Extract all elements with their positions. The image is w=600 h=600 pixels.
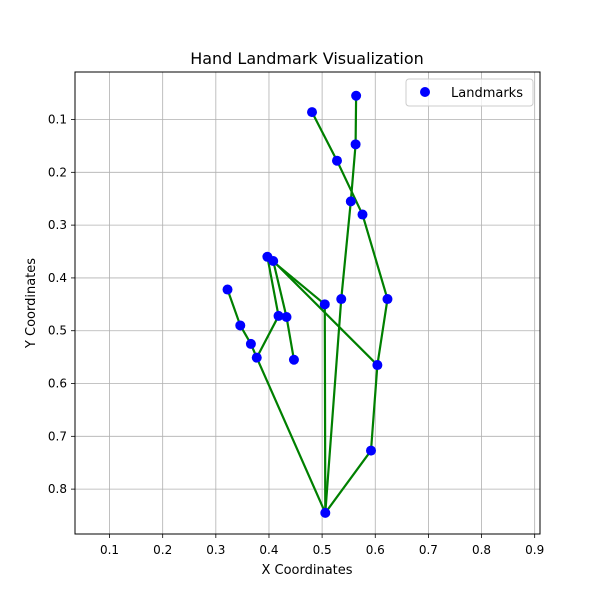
landmark-point <box>357 209 368 220</box>
y-tick-label: 0.2 <box>48 165 67 179</box>
x-tick-label: 0.6 <box>366 543 385 557</box>
connection-line <box>324 449 373 514</box>
landmark-point <box>235 320 246 331</box>
x-axis-label: X Coordinates <box>261 563 352 578</box>
landmark-point <box>372 360 383 371</box>
connection-line <box>272 259 288 319</box>
connection-line <box>266 255 280 318</box>
y-tick-label: 0.3 <box>48 218 67 232</box>
x-tick-label: 0.2 <box>153 543 172 557</box>
landmark-point <box>307 107 318 118</box>
connection-line <box>376 297 389 367</box>
landmark-point <box>268 256 279 267</box>
x-tick-label: 0.1 <box>100 543 119 557</box>
landmark-point <box>288 354 299 365</box>
landmark-points <box>222 90 393 518</box>
landmark-point <box>351 90 362 101</box>
x-tick-label: 0.5 <box>313 543 332 557</box>
connection-line <box>340 200 352 301</box>
y-axis-label: Y Coordinates <box>24 258 39 349</box>
x-tick-label: 0.8 <box>472 543 491 557</box>
y-tick-label: 0.7 <box>48 429 67 443</box>
connection-line <box>285 315 296 361</box>
x-tick-label: 0.9 <box>525 543 544 557</box>
x-tick-label: 0.3 <box>206 543 225 557</box>
legend-label: Landmarks <box>451 86 523 101</box>
y-axis-ticks: 0.1 0.2 0.3 0.4 0.5 0.6 0.7 0.8 <box>48 113 75 496</box>
grid <box>75 72 540 534</box>
y-tick-label: 0.8 <box>48 482 67 496</box>
connection-line <box>369 363 379 452</box>
x-tick-label: 0.7 <box>419 543 438 557</box>
connection-line <box>361 213 389 301</box>
legend-box <box>405 78 534 107</box>
landmark-point <box>320 507 331 518</box>
x-axis-ticks: 0.1 0.2 0.3 0.4 0.5 0.6 0.7 0.8 0.9 <box>100 534 544 557</box>
landmark-point <box>251 352 262 363</box>
connection-line <box>272 259 379 367</box>
connection-line <box>310 111 339 162</box>
landmark-point <box>336 294 347 305</box>
y-tick-label: 0.6 <box>48 377 67 391</box>
landmark-point <box>366 445 377 456</box>
connection-lines <box>226 94 389 514</box>
y-tick-label: 0.5 <box>48 324 67 338</box>
connection-line <box>354 94 358 146</box>
connection-line <box>323 303 327 514</box>
chart-title: Hand Landmark Visualization <box>190 49 424 68</box>
legend-marker <box>420 87 430 97</box>
landmark-point <box>345 196 356 207</box>
connection-line <box>226 288 242 327</box>
landmark-point <box>273 310 284 321</box>
landmark-point <box>222 284 233 295</box>
landmark-point <box>319 299 330 310</box>
landmark-point <box>331 155 342 166</box>
landmark-point <box>350 139 361 150</box>
landmark-point <box>382 294 393 305</box>
connection-line <box>324 297 343 514</box>
landmark-point <box>281 311 292 322</box>
y-tick-label: 0.1 <box>48 113 67 127</box>
x-tick-label: 0.4 <box>259 543 278 557</box>
landmark-point <box>245 338 256 349</box>
legend: Landmarks <box>405 78 534 107</box>
y-tick-label: 0.4 <box>48 271 67 285</box>
connection-line <box>255 356 327 514</box>
connection-line <box>335 159 364 216</box>
plot-frame <box>74 71 541 535</box>
connection-line <box>255 314 280 359</box>
